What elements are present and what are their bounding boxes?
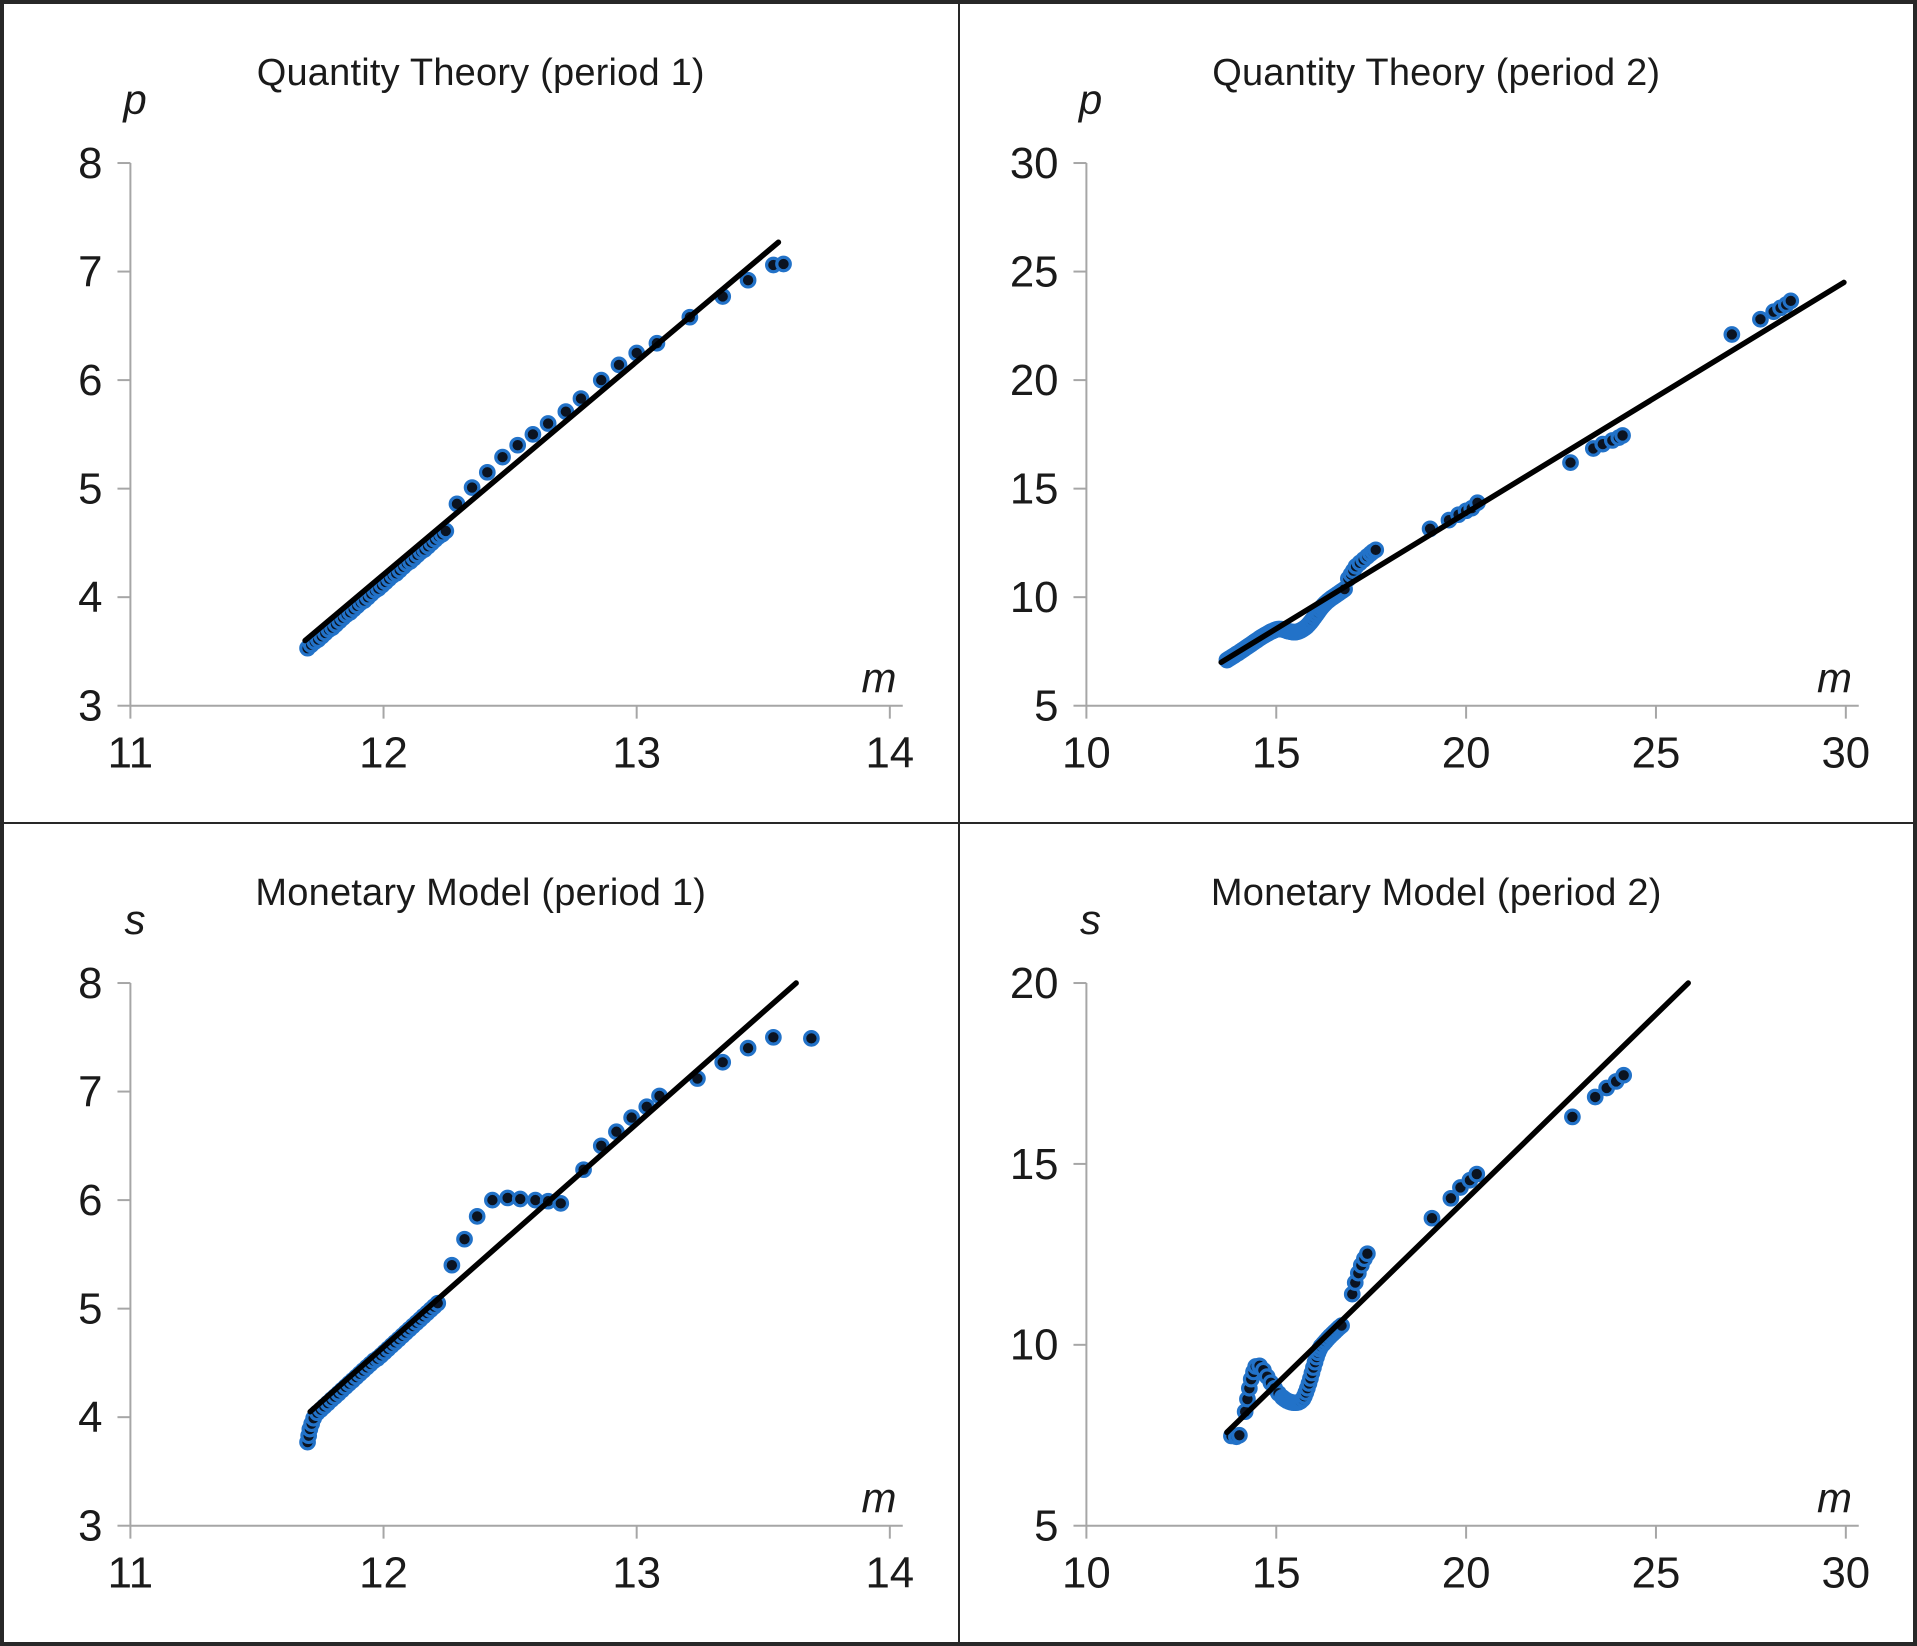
svg-text:5: 5 — [78, 1285, 102, 1334]
axes — [117, 982, 903, 1539]
svg-text:4: 4 — [78, 1393, 102, 1442]
svg-text:7: 7 — [78, 1068, 102, 1117]
tick-labels: 3 4 5 6 7 8 11 12 13 14 — [78, 139, 914, 777]
svg-text:10: 10 — [1009, 573, 1058, 622]
svg-text:15: 15 — [1251, 1548, 1300, 1597]
svg-text:5: 5 — [1034, 682, 1058, 731]
tick-labels: 3 4 5 6 7 8 11 12 13 14 — [78, 959, 914, 1597]
svg-text:10: 10 — [1062, 1548, 1111, 1597]
y-axis-label: p — [1078, 76, 1103, 123]
svg-text:11: 11 — [108, 728, 153, 777]
y-axis-label: p — [123, 76, 147, 123]
svg-text:8: 8 — [78, 959, 102, 1008]
trend-line — [302, 239, 782, 644]
axes — [1072, 162, 1859, 719]
svg-text:8: 8 — [78, 139, 102, 188]
svg-text:5: 5 — [1034, 1502, 1058, 1551]
svg-text:15: 15 — [1009, 465, 1058, 514]
panel-monetary-model-period-2: Monetary Model (period 2) s m 5 10 15 20 10 1… — [959, 824, 1913, 1642]
chart-title: Monetary Model (period 1) — [255, 872, 707, 914]
svg-text:13: 13 — [612, 1548, 661, 1597]
x-axis-label: m — [861, 1474, 897, 1521]
panel-quantity-theory-period-1: Quantity Theory (period 1) p m 3 4 5 6 7 8 11 1… — [4, 4, 958, 822]
svg-text:14: 14 — [865, 1548, 914, 1597]
panel-quantity-theory-period-2: Quantity Theory (period 2) p m 5 10 15 20 25… — [959, 4, 1913, 822]
svg-text:10: 10 — [1062, 728, 1111, 777]
svg-text:14: 14 — [865, 728, 914, 777]
svg-text:5: 5 — [78, 465, 102, 514]
x-axis-label: m — [1817, 1474, 1852, 1521]
scatter-points — [1222, 1066, 1632, 1446]
svg-text:20: 20 — [1009, 959, 1058, 1008]
svg-text:20: 20 — [1441, 1548, 1490, 1597]
panel-monetary-model-period-1: Monetary Model (period 1) s m 3 4 5 6 7 8 11 12… — [4, 824, 958, 1642]
x-axis-label: m — [861, 654, 897, 701]
svg-text:30: 30 — [1821, 1548, 1870, 1597]
x-axis-label: m — [1817, 654, 1852, 701]
svg-text:13: 13 — [612, 728, 661, 777]
chart-title: Quantity Theory (period 1) — [256, 52, 705, 94]
y-axis-label: s — [124, 896, 146, 943]
svg-text:30: 30 — [1009, 139, 1058, 188]
trend-line — [307, 980, 799, 1415]
chart-title: Monetary Model (period 2) — [1210, 872, 1662, 914]
svg-text:20: 20 — [1441, 728, 1490, 777]
svg-text:25: 25 — [1631, 1548, 1680, 1597]
svg-text:10: 10 — [1009, 1321, 1058, 1370]
svg-text:6: 6 — [78, 356, 102, 405]
trend-line — [1223, 980, 1691, 1436]
scatter-plot-quantity-theory-period-1: 3 4 5 6 7 8 11 12 13 14 — [78, 139, 914, 777]
svg-text:20: 20 — [1009, 356, 1058, 405]
svg-text:15: 15 — [1251, 728, 1300, 777]
svg-text:3: 3 — [78, 1502, 102, 1551]
svg-text:25: 25 — [1009, 248, 1058, 297]
scatter-points — [299, 255, 792, 657]
svg-text:3: 3 — [78, 682, 102, 731]
scatter-points — [299, 1028, 820, 1451]
trend-line — [1217, 279, 1847, 666]
svg-text:12: 12 — [359, 1548, 408, 1597]
svg-text:15: 15 — [1009, 1140, 1058, 1189]
svg-text:7: 7 — [78, 248, 102, 297]
svg-text:25: 25 — [1631, 728, 1680, 777]
svg-text:6: 6 — [78, 1176, 102, 1225]
scatter-plot-monetary-model-period-1: 3 4 5 6 7 8 11 12 13 14 — [78, 959, 914, 1597]
axes — [1072, 982, 1859, 1539]
axes — [117, 162, 903, 719]
svg-text:12: 12 — [359, 728, 408, 777]
svg-text:11: 11 — [108, 1548, 153, 1597]
chart-title: Quantity Theory (period 2) — [1212, 52, 1661, 94]
svg-text:4: 4 — [78, 573, 102, 622]
y-axis-label: s — [1080, 896, 1101, 943]
svg-text:30: 30 — [1821, 728, 1870, 777]
